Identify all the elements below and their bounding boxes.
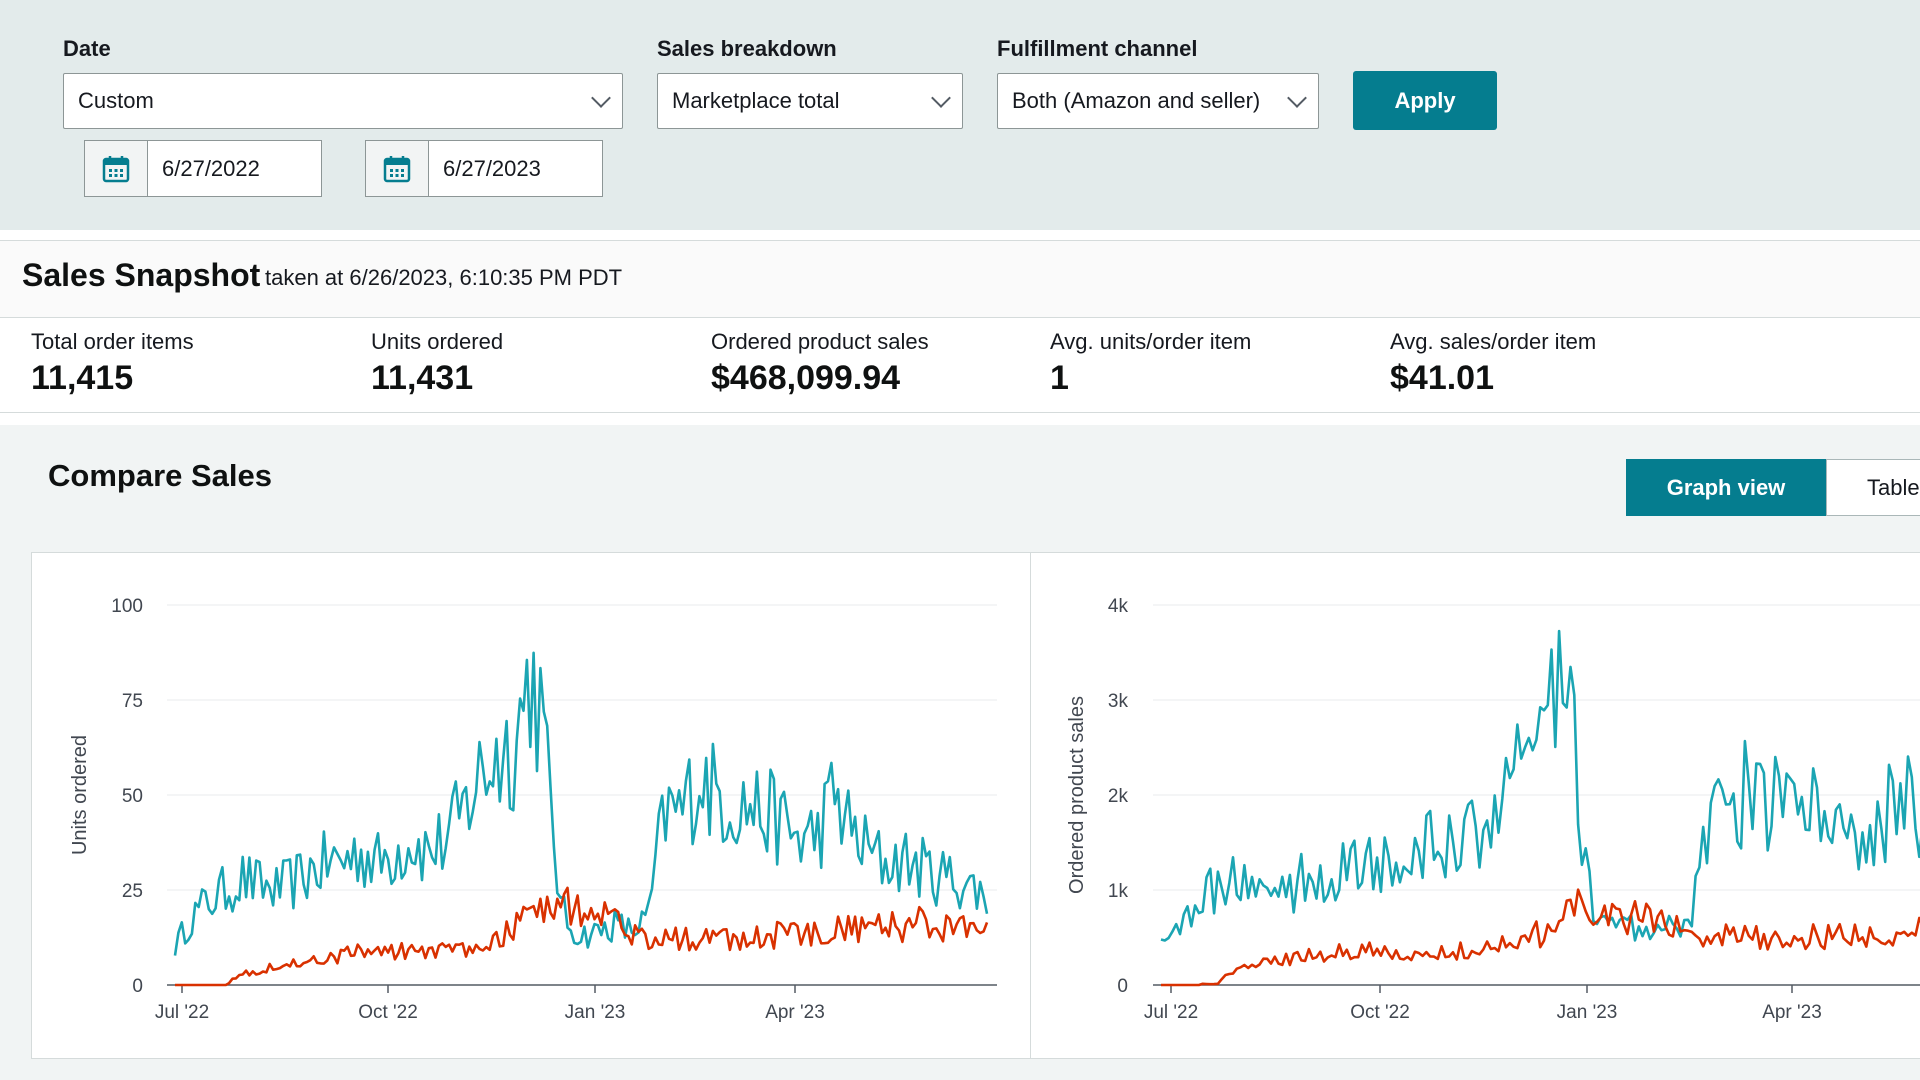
sales-breakdown-label: Sales breakdown xyxy=(657,36,837,61)
metric-value: $41.01 xyxy=(1390,359,1494,397)
y-tick-label: 3k xyxy=(1108,691,1129,712)
snapshot-header: Sales Snapshot taken at 6/26/2023, 6:10:… xyxy=(0,241,1920,318)
y-tick-label: 0 xyxy=(132,976,143,997)
x-tick-label: Oct '22 xyxy=(1350,1002,1410,1023)
fulfillment-channel-label: Fulfillment channel xyxy=(997,36,1198,61)
metric-total-order-items: Total order items 11,415 xyxy=(31,329,194,398)
metric-label: Ordered product sales xyxy=(711,329,929,354)
metric-value: 11,431 xyxy=(371,359,474,397)
y-tick-label: 100 xyxy=(111,596,143,617)
series-line-current xyxy=(173,651,989,956)
chevron-down-icon xyxy=(591,88,611,108)
start-date-field[interactable]: 6/27/2022 xyxy=(84,140,322,197)
compare-sales-title: Compare Sales xyxy=(48,458,272,493)
series-line-current xyxy=(1160,629,1920,942)
x-tick-label: Apr '23 xyxy=(1762,1002,1822,1023)
chevron-down-icon xyxy=(1287,88,1307,108)
calendar-icon[interactable] xyxy=(366,141,429,196)
x-tick-label: Jul '22 xyxy=(1144,1002,1198,1023)
metric-label: Total order items xyxy=(31,329,194,354)
y-tick-label: 75 xyxy=(122,691,143,712)
snapshot-title: Sales Snapshot xyxy=(22,257,261,293)
y-tick-label: 1k xyxy=(1108,881,1129,902)
y-tick-label: 0 xyxy=(1117,976,1128,997)
x-tick-label: Jan '23 xyxy=(565,1002,626,1023)
metric-label: Avg. units/order item xyxy=(1050,329,1252,354)
date-range-select[interactable]: Custom xyxy=(63,73,623,129)
metric-label: Units ordered xyxy=(371,329,504,354)
series-line-previous xyxy=(1161,888,1920,987)
date-range-value: Custom xyxy=(78,88,154,113)
table-view-button[interactable]: Table xyxy=(1826,459,1920,516)
series-line-previous xyxy=(175,886,989,987)
units-ordered-chart: 0 25 50 75 100 Units ordered Jul '22 Oct '22 Jan… xyxy=(69,596,997,1023)
metric-units-ordered: Units ordered 11,431 xyxy=(371,329,503,398)
x-tick-label: Jan '23 xyxy=(1557,1002,1618,1023)
filter-panel: Date Sales breakdown Fulfillment channel… xyxy=(0,0,1920,230)
divider xyxy=(0,412,1920,425)
y-tick-label: 25 xyxy=(122,881,143,902)
metric-label: Avg. sales/order item xyxy=(1390,329,1597,354)
chevron-down-icon xyxy=(931,88,951,108)
end-date-field[interactable]: 6/27/2023 xyxy=(365,140,603,197)
ordered-product-sales-chart: 0 1k 2k 3k 4k Ordered product sales Jul '22 Oct… xyxy=(1066,596,1920,1023)
y-axis-title: Units ordered xyxy=(69,735,91,855)
metric-value: 1 xyxy=(1050,359,1069,397)
divider xyxy=(0,230,1920,240)
apply-button[interactable]: Apply xyxy=(1353,71,1497,130)
x-tick-label: Jul '22 xyxy=(155,1002,209,1023)
divider xyxy=(1030,552,1031,1059)
metric-avg-units-per-order-item: Avg. units/order item 1 xyxy=(1050,329,1251,398)
metric-avg-sales-per-order-item: Avg. sales/order item $41.01 xyxy=(1390,329,1596,398)
sales-breakdown-value: Marketplace total xyxy=(672,88,840,113)
start-date-value: 6/27/2022 xyxy=(162,155,260,181)
y-tick-label: 4k xyxy=(1108,596,1129,617)
fulfillment-channel-select[interactable]: Both (Amazon and seller) xyxy=(997,73,1319,129)
y-tick-label: 50 xyxy=(122,786,143,807)
metric-ordered-product-sales: Ordered product sales $468,099.94 xyxy=(711,329,929,398)
calendar-icon[interactable] xyxy=(85,141,148,196)
snapshot-timestamp: taken at 6/26/2023, 6:10:35 PM PDT xyxy=(265,265,623,290)
date-label: Date xyxy=(63,36,111,61)
sales-snapshot: Sales Snapshot taken at 6/26/2023, 6:10:… xyxy=(0,240,1920,413)
fulfillment-channel-value: Both (Amazon and seller) xyxy=(1012,88,1261,113)
x-tick-label: Apr '23 xyxy=(765,1002,825,1023)
graph-view-button[interactable]: Graph view xyxy=(1626,459,1826,516)
x-tick-label: Oct '22 xyxy=(358,1002,418,1023)
y-tick-label: 2k xyxy=(1108,786,1129,807)
y-axis-title: Ordered product sales xyxy=(1066,696,1088,894)
charts-container xyxy=(31,552,1920,1059)
metric-value: $468,099.94 xyxy=(711,359,901,397)
metric-value: 11,415 xyxy=(31,359,134,397)
end-date-value: 6/27/2023 xyxy=(443,155,541,181)
sales-breakdown-select[interactable]: Marketplace total xyxy=(657,73,963,129)
